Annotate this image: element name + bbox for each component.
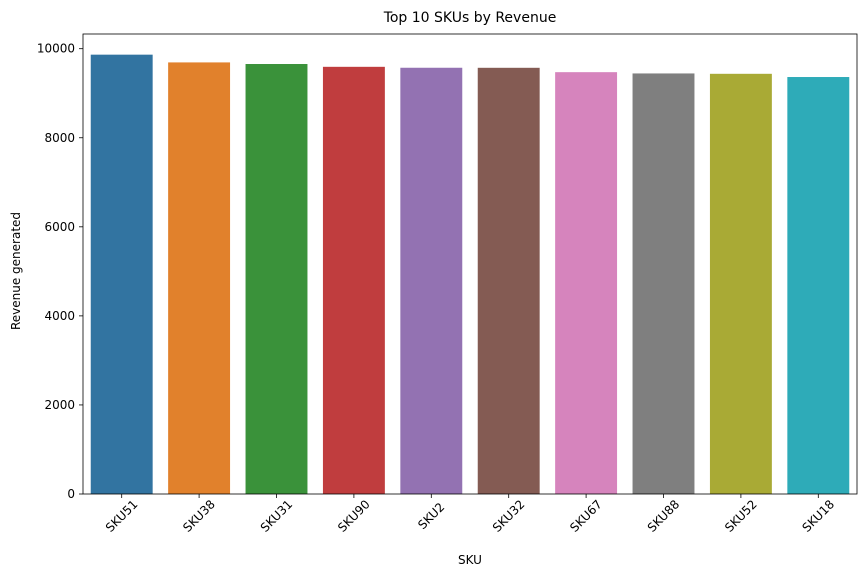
bar-sku18 — [787, 77, 850, 495]
x-tick-label: SKU52 — [722, 497, 760, 535]
x-tick-label: SKU90 — [335, 497, 373, 535]
x-tick-label: SKU88 — [645, 497, 683, 535]
x-axis-label: SKU — [458, 553, 482, 567]
bar-sku90 — [322, 66, 385, 494]
y-tick-label: 0 — [67, 487, 75, 501]
y-tick-label: 2000 — [44, 398, 75, 412]
x-tick-label: SKU32 — [490, 497, 528, 535]
y-axis-label: Revenue generated — [9, 212, 23, 330]
x-tick-label: SKU38 — [180, 497, 218, 535]
x-axis: SKU51 SKU38 SKU31 SKU90 SKU2 SKU32 SKU67 SKU88 S… — [103, 494, 837, 535]
y-tick-label: 8000 — [44, 131, 75, 145]
bar-sku32 — [477, 67, 540, 495]
plot-frame — [82, 33, 858, 495]
x-tick-label: SKU51 — [103, 497, 141, 535]
bar-sku51 — [90, 54, 153, 494]
bar-sku31 — [245, 64, 308, 494]
y-tick-label: 4000 — [44, 309, 75, 323]
x-tick-label: SKU2 — [415, 500, 447, 532]
x-tick-label: SKU18 — [799, 497, 837, 535]
x-tick-label: SKU31 — [258, 497, 296, 535]
y-axis: 0 2000 4000 6000 8000 10000 — [37, 42, 83, 501]
bars-group — [90, 54, 850, 495]
bar-sku2 — [400, 67, 463, 494]
bar-sku67 — [555, 72, 618, 494]
y-tick-label: 6000 — [44, 220, 75, 234]
x-tick-label: SKU67 — [567, 497, 605, 535]
y-tick-label: 10000 — [37, 42, 75, 56]
bar-sku88 — [632, 73, 695, 494]
chart-title: Top 10 SKUs by Revenue — [383, 10, 557, 26]
bar-sku52 — [709, 73, 772, 494]
bar-sku38 — [168, 62, 231, 494]
